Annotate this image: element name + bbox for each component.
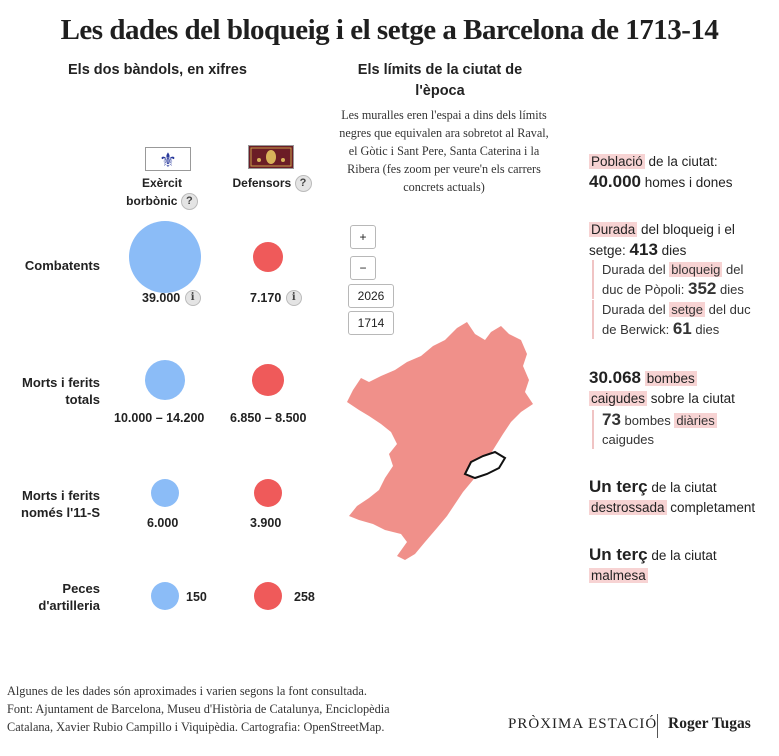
- stat-population-unit: homes i dones: [641, 175, 733, 190]
- stat-siege-text1: Durada del: [602, 302, 670, 317]
- row-label-combatents: Combatents: [24, 258, 100, 273]
- value-defenders-morts-11s: 3.900: [250, 516, 282, 530]
- city-walls-outline: [463, 450, 507, 480]
- zoom-out-button[interactable]: −: [350, 256, 376, 280]
- city-land-shape: [347, 322, 533, 560]
- col-bourbon-header: Exèrcit borbònic ?: [122, 174, 202, 211]
- stat-duration-number: 413: [629, 240, 658, 259]
- bourbon-help-icon[interactable]: ?: [180, 193, 198, 211]
- stat-population-number: 40.000: [589, 172, 641, 191]
- bubble-bourbon-morts-totals[interactable]: [144, 359, 186, 401]
- stat-siege-text2: del duc de Berwick:: [602, 302, 751, 337]
- value-bourbon-morts-11s: 6.000: [147, 516, 179, 530]
- stat-population-text: de la ciutat:: [644, 154, 718, 169]
- footer-sources: Algunes de les dades són aproximades i v…: [7, 682, 477, 736]
- author-name: Roger Tugas: [668, 715, 751, 732]
- info-icon[interactable]: i: [184, 289, 201, 306]
- row-label-morts-11s: Morts i ferits només l'11-S: [21, 488, 100, 520]
- stat-daily-bombs: 73 bombes diàries caigudes: [592, 410, 762, 449]
- year-2026-button[interactable]: 2026: [348, 284, 394, 308]
- row-label-artilleria: Peces d'artilleria: [38, 581, 100, 613]
- stat-blockade-highlight: bloqueig: [669, 262, 723, 277]
- bubble-defenders-combatents[interactable]: [252, 241, 284, 273]
- brand-logo: PRÒXIMA ESTACIÓ: [508, 716, 658, 732]
- col-bourbon-line2: borbònic: [126, 194, 178, 208]
- stat-bombs: 30.068 bombes caigudes sobre la ciutat: [589, 368, 769, 409]
- bourbon-flag-icon: ⚜: [145, 147, 191, 172]
- bubble-bourbon-morts-11s[interactable]: [150, 478, 180, 508]
- stat-siege-highlight: setge: [669, 302, 706, 317]
- svg-text:⚜: ⚜: [159, 148, 177, 170]
- info-icon[interactable]: i: [285, 289, 302, 306]
- zoom-in-button[interactable]: +: [350, 225, 376, 249]
- value-bourbon-morts-totals: 10.000 – 14.200: [114, 411, 205, 425]
- col-bourbon-line1: Exèrcit: [141, 176, 183, 190]
- value-defenders-combatents-text: 7.170: [250, 291, 282, 305]
- page-title: Les dades del bloqueig i el setge a Barc…: [60, 14, 719, 46]
- value-defenders-combatents: 7.170 i: [250, 289, 302, 307]
- row-label-morts-totals: Morts i ferits totals: [21, 375, 100, 407]
- stat-destroyed-big: Un terç: [589, 477, 648, 496]
- stat-damaged: Un terç de la ciutat malmesa: [589, 545, 769, 586]
- map-panel-heading: Els límits de la ciutat de l'època: [357, 62, 523, 99]
- brand-divider: [657, 714, 658, 738]
- stat-daily-text2: caigudes: [602, 432, 655, 447]
- stat-destroyed-text2: completament: [666, 500, 756, 515]
- stat-siege: Durada del setge del duc de Berwick: 61 …: [592, 300, 762, 339]
- stat-daily-number: 73: [602, 410, 621, 429]
- stat-duration-highlight: Durada: [589, 222, 638, 237]
- stat-blockade-number: 352: [688, 279, 717, 298]
- stat-destroyed-text1: de la ciutat: [647, 480, 717, 495]
- defenders-help-icon[interactable]: ?: [294, 175, 312, 193]
- stat-blockade-text1: Durada del: [602, 262, 670, 277]
- stat-damaged-big: Un terç: [589, 545, 648, 564]
- bubble-defenders-morts-11s[interactable]: [254, 479, 282, 507]
- col-defenders-label: Defensors: [232, 176, 292, 190]
- stat-siege-number: 61: [672, 319, 692, 338]
- bubble-bourbon-combatents[interactable]: [129, 221, 201, 293]
- bubble-bourbon-artilleria[interactable]: [151, 582, 179, 610]
- stat-bombs-highlight1: bombes: [644, 371, 697, 386]
- stat-damaged-text1: de la ciutat: [647, 548, 717, 563]
- stat-destroyed-highlight: destrossada: [589, 500, 667, 515]
- bubble-defenders-artilleria[interactable]: [254, 582, 282, 610]
- stat-duration-text: del bloqueig i el setge:: [589, 222, 735, 258]
- defenders-flag-icon: [248, 145, 294, 169]
- stat-duration: Durada del bloqueig i el setge: 413 dies: [589, 220, 769, 261]
- stat-destroyed: Un terç de la ciutat destrossada complet…: [589, 477, 769, 518]
- value-bourbon-artilleria: 150: [186, 590, 207, 604]
- stat-siege-unit: dies: [691, 322, 720, 337]
- stat-daily-text1: bombes: [620, 413, 675, 428]
- year-1714-button[interactable]: 1714: [348, 311, 394, 335]
- stat-blockade-text2: del duc de Pòpoli:: [602, 262, 744, 297]
- value-defenders-artilleria: 258: [294, 590, 315, 604]
- col-defenders-header: Defensors ?: [222, 174, 322, 193]
- stat-blockade-unit: dies: [716, 282, 744, 297]
- footer-line1: Algunes de les dades són aproximades i v…: [7, 684, 367, 698]
- footer-line2: Font: Ajuntament de Barcelona, Museu d'H…: [7, 702, 390, 716]
- stat-bombs-highlight2: caigudes: [589, 391, 648, 406]
- left-panel-heading: Els dos bàndols, en xifres: [68, 62, 247, 78]
- map-description: Les muralles eren l'espai a dins dels lí…: [339, 108, 549, 194]
- stat-bombs-text: sobre la ciutat: [647, 391, 735, 406]
- stat-population-highlight: Població: [589, 154, 645, 169]
- stat-damaged-highlight: malmesa: [589, 568, 648, 583]
- value-bourbon-combatents-text: 39.000: [142, 291, 181, 305]
- barcelona-map[interactable]: [345, 320, 545, 565]
- bubble-defenders-morts-totals[interactable]: [252, 364, 284, 396]
- value-defenders-morts-totals: 6.850 – 8.500: [230, 411, 307, 425]
- value-bourbon-combatents: 39.000 i: [142, 289, 201, 307]
- stat-daily-highlight: diàries: [674, 413, 717, 428]
- stat-population: Població de la ciutat: 40.000 homes i do…: [589, 152, 769, 193]
- stat-duration-unit: dies: [657, 243, 687, 258]
- stat-bombs-number: 30.068: [589, 368, 641, 387]
- footer-line3: Catalana, Xavier Rubio Campillo i Viquip…: [7, 720, 385, 734]
- stat-blockade: Durada del bloqueig del duc de Pòpoli: 3…: [592, 260, 762, 299]
